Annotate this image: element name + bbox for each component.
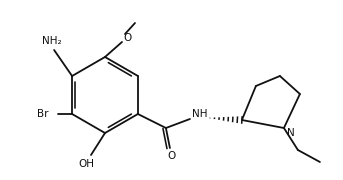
Text: Br: Br — [37, 109, 49, 119]
Text: OH: OH — [78, 159, 94, 169]
Text: O: O — [168, 151, 176, 161]
Text: NH: NH — [192, 109, 208, 119]
Text: NH₂: NH₂ — [42, 36, 62, 46]
Text: O: O — [124, 33, 132, 43]
Text: N: N — [287, 128, 295, 138]
